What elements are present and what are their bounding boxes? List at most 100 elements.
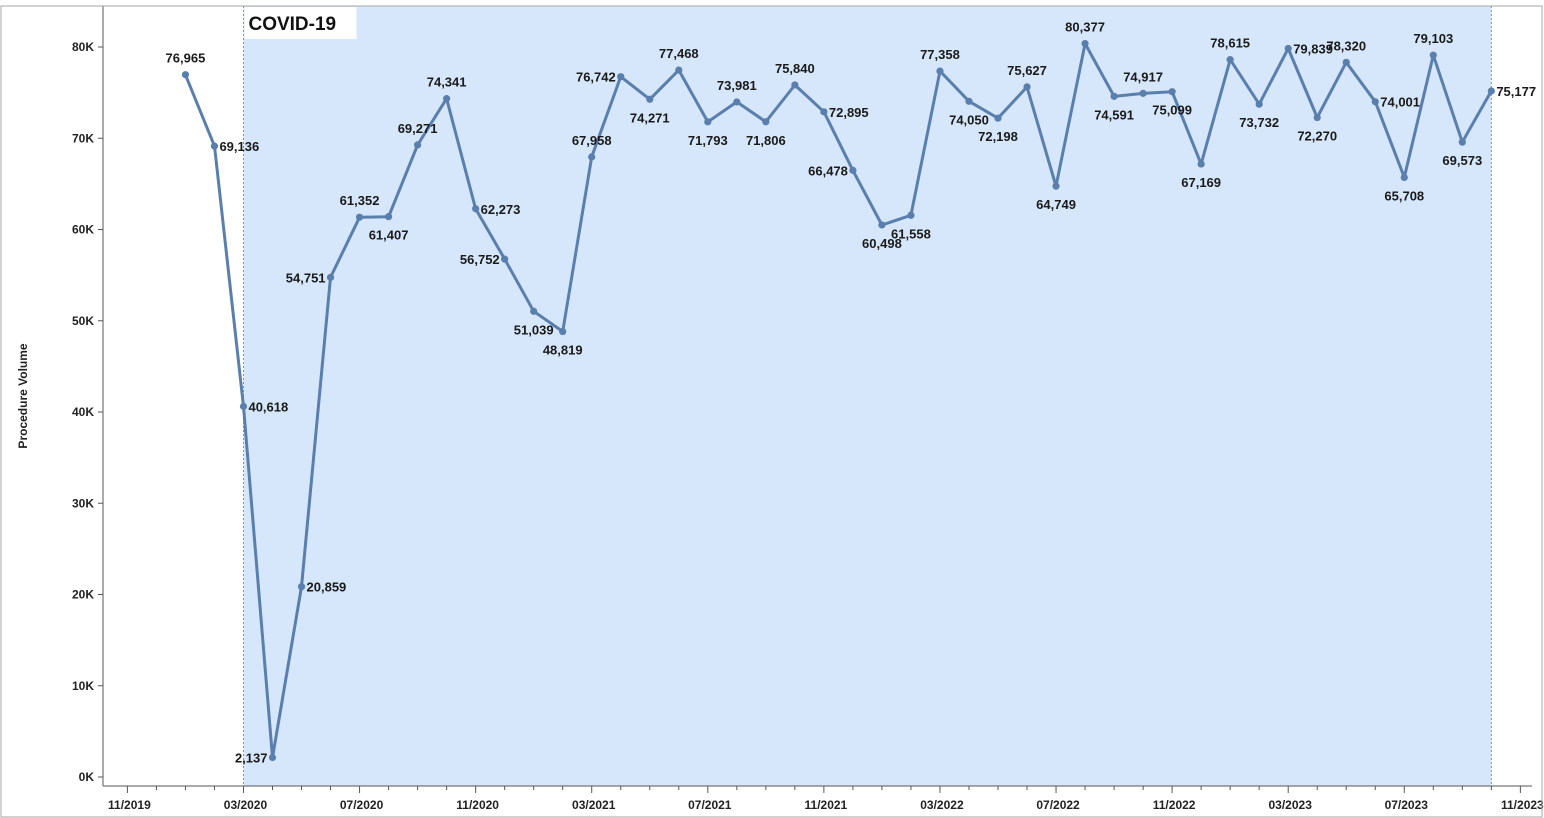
data-point: [472, 205, 480, 213]
data-label: 72,895: [829, 105, 869, 120]
data-label: 73,981: [717, 78, 757, 93]
data-point: [326, 273, 335, 281]
data-label: 77,468: [659, 46, 699, 61]
data-label: 80,377: [1065, 20, 1105, 35]
data-label: 65,708: [1384, 188, 1424, 203]
covid-shaded-region: [243, 6, 1492, 786]
data-label: 48,819: [543, 343, 583, 358]
covid-annotation-bg: [244, 7, 357, 39]
data-point: [443, 95, 451, 103]
data-label: 75,177: [1496, 84, 1536, 99]
series-line: [184, 42, 1493, 759]
data-label: 67,958: [572, 133, 612, 148]
x-tick-label: 03/2022: [920, 798, 964, 812]
data-point: [501, 255, 509, 263]
data-label: 56,752: [460, 252, 500, 267]
data-label: 73,732: [1239, 115, 1279, 130]
data-point: [849, 166, 857, 174]
data-point: [1110, 92, 1118, 100]
plot-frame: [0, 5, 1543, 818]
data-point: [617, 73, 625, 81]
data-point: [994, 114, 1002, 122]
data-label: 61,558: [891, 226, 931, 241]
data-label: 61,407: [369, 228, 409, 243]
covid-annotation: COVID-19: [248, 14, 336, 35]
data-label: 60,498: [862, 236, 902, 251]
data-point: [1429, 51, 1437, 59]
data-label: 76,742: [576, 70, 616, 85]
y-tick-label: 70K: [72, 131, 94, 145]
data-label: 79,103: [1413, 31, 1453, 46]
data-label: 40,618: [248, 399, 288, 414]
y-tick-label: 60K: [72, 223, 94, 237]
data-point: [530, 307, 538, 315]
data-point: [1458, 138, 1466, 146]
data-label: 72,198: [978, 129, 1018, 144]
x-tick-label: 11/2019: [108, 798, 151, 812]
data-label: 75,627: [1007, 63, 1047, 78]
data-point: [1168, 88, 1176, 96]
data-point: [1255, 100, 1263, 108]
x-tick-label: 03/2023: [1269, 798, 1313, 812]
y-tick-label: 40K: [72, 405, 94, 419]
data-label: 51,039: [514, 322, 554, 337]
data-point: [1197, 160, 1205, 168]
data-point: [1487, 87, 1495, 95]
data-point: [733, 98, 741, 106]
data-label: 74,050: [949, 112, 989, 127]
y-axis: 0K 10K 20K 30K 40K 50K 60K 70K 80K: [72, 6, 104, 786]
data-label: 75,099: [1152, 103, 1192, 118]
x-tick-label: 03/2020: [224, 798, 268, 812]
data-point: [704, 118, 712, 126]
data-point: [1226, 56, 1234, 64]
data-label: 74,001: [1380, 95, 1420, 110]
data-point: [414, 141, 422, 149]
x-tick-label: 07/2022: [1036, 798, 1080, 812]
data-point: [297, 583, 306, 591]
data-point: [210, 142, 219, 150]
data-label: 71,806: [746, 133, 786, 148]
data-label: 74,271: [630, 110, 670, 125]
data-point: [181, 71, 190, 79]
data-label: 74,917: [1123, 69, 1163, 84]
data-point: [1284, 44, 1292, 53]
y-tick-label: 50K: [72, 314, 94, 328]
x-tick-label: 07/2023: [1385, 798, 1429, 812]
data-label: 54,751: [286, 270, 326, 285]
x-axis: 11/2019 03/2020 07/2020 11/2020 03/2021 07/20…: [103, 785, 1544, 812]
data-point: [907, 211, 915, 219]
y-tick-label: 20K: [72, 588, 94, 602]
data-point: [588, 153, 596, 161]
data-points: [181, 39, 1495, 762]
data-point: [1023, 83, 1031, 91]
y-axis-title: Procedure Volume: [16, 343, 30, 448]
x-tick-label: 11/2023: [1501, 798, 1544, 812]
data-label: 79,839: [1293, 41, 1333, 56]
data-label: 20,859: [307, 580, 347, 595]
data-label: 74,341: [427, 75, 467, 90]
data-label: 76,965: [166, 51, 206, 66]
data-labels: 76,965 69,136 40,618 2,137 20,859 54,751 61,35…: [166, 20, 1537, 766]
x-tick-label: 07/2021: [688, 798, 732, 812]
data-label: 74,591: [1094, 107, 1134, 122]
data-label: 78,320: [1326, 38, 1366, 53]
data-point: [762, 118, 770, 126]
data-label: 78,615: [1210, 36, 1250, 51]
data-label: 64,749: [1036, 197, 1076, 212]
y-tick-label: 0K: [79, 770, 95, 784]
data-point: [965, 97, 973, 105]
data-point: [1081, 39, 1089, 48]
data-point: [1313, 113, 1321, 122]
data-point: [878, 221, 886, 229]
data-label: 77,358: [920, 47, 960, 62]
data-point: [1342, 58, 1350, 66]
data-point: [355, 213, 364, 221]
data-point: [936, 67, 944, 75]
data-point: [1052, 182, 1060, 190]
data-label: 61,352: [340, 193, 380, 208]
y-tick-label: 80K: [72, 40, 94, 54]
data-point: [1400, 173, 1408, 182]
data-label: 67,169: [1181, 175, 1221, 190]
y-tick-label: 30K: [72, 496, 94, 510]
data-point: [559, 327, 567, 336]
